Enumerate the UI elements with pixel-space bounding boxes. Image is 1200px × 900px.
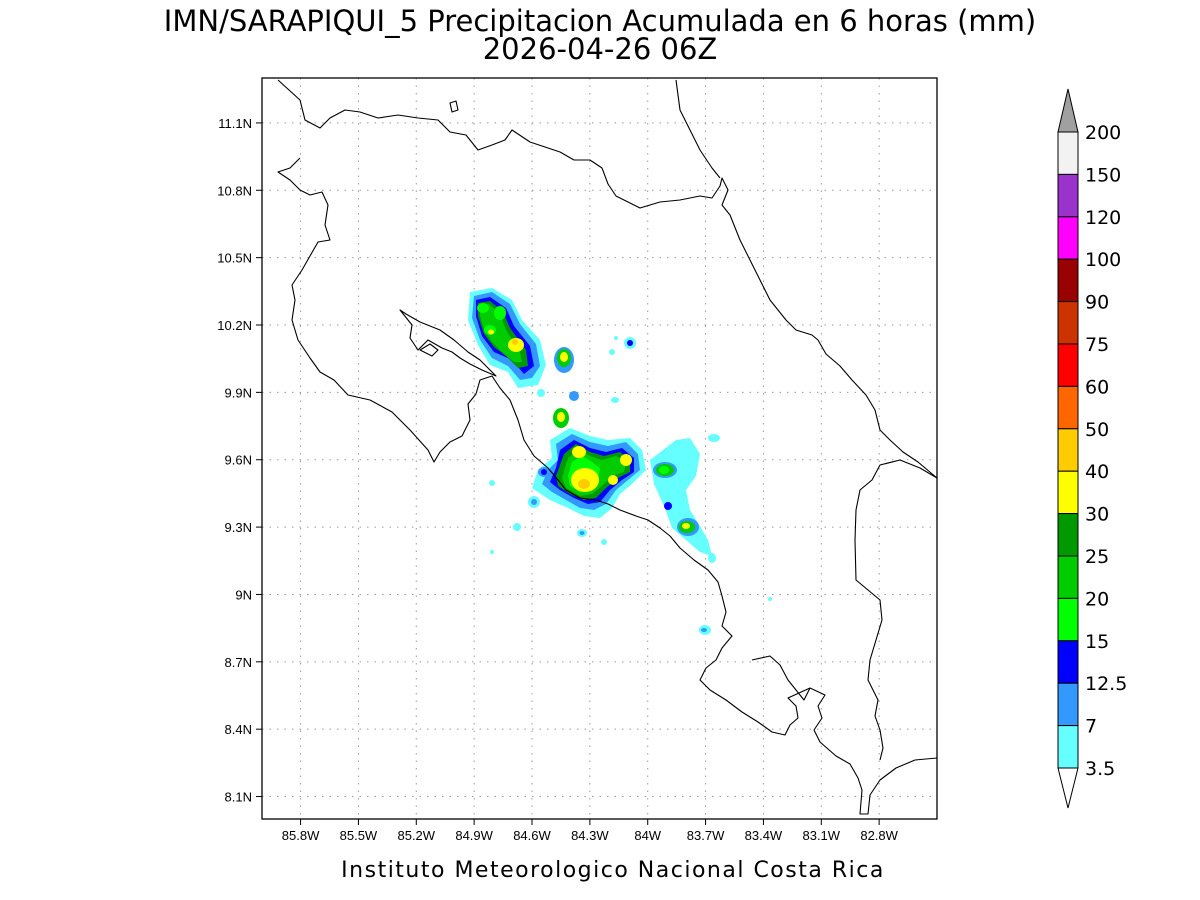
lat-tick-label: 8.1N [225,790,252,805]
lake-nicaragua-island [449,100,459,113]
colorbar-box [1057,725,1079,769]
lon-tick-label: 84.3W [571,828,609,843]
colorbar-label: 150 [1085,164,1121,186]
lat-tick-label: 9.3N [225,520,252,535]
footer-credit: Instituto Meteorologico Nacional Costa R… [341,858,885,883]
precip-scattered-cells [489,336,772,635]
lon-tick-label: 85.2W [397,828,435,843]
colorbar-box [1057,640,1079,684]
colorbar-label: 25 [1085,546,1109,568]
precip-cluster-southeast [650,434,720,556]
colorbar-box [1057,597,1079,642]
colorbar-under-arrow [1057,767,1079,809]
colorbar-boxes [1057,131,1079,769]
lon-tick-label: 85.8W [282,828,320,843]
colorbar-label: 75 [1085,334,1109,356]
gulf-nicoya [399,309,497,377]
colorbar-labels: 200 150 120 100 90 75 60 50 40 30 25 20 15 12.5 7 3.5 [1085,122,1127,780]
colorbar-box [1057,301,1079,345]
lat-tick-label: 10.5N [217,251,252,266]
lon-tick-label: 84W [634,828,661,843]
lon-tick-label: 82.8W [860,828,898,843]
nicaragua-coast [277,79,938,479]
colorbar-box [1057,513,1079,557]
lat-tick-label: 8.4N [225,722,252,737]
lon-tick-label: 83.7W [687,828,725,843]
lat-tick-label: 11.1N [218,116,252,131]
colorbar-box [1057,343,1079,387]
colorbar-box [1057,385,1079,430]
colorbar-over-arrow [1057,88,1079,133]
lat-tick-label: 9N [235,587,252,602]
colorbar: 200 150 120 100 90 75 60 50 40 30 25 20 15 12.5 7 3.5 [1057,88,1127,809]
precip-cluster-central [532,347,646,518]
lon-tick-label: 84.6W [513,828,551,843]
precip-cluster-northwest [468,288,546,388]
lat-tick-label: 10.8N [217,183,252,198]
colorbar-label: 15 [1085,631,1109,653]
map-subtitle: 2026-04-26 06Z [483,32,718,66]
longitude-labels: 85.8W 85.5W 85.2W 84.9W 84.6W 84.3W 84W 83.7W 83… [282,828,899,843]
colorbar-label: 50 [1085,419,1109,441]
colorbar-label: 20 [1085,588,1109,610]
lon-tick-label: 85.5W [340,828,378,843]
colorbar-box [1057,470,1079,515]
nicoya-island [419,343,439,357]
colorbar-label: 100 [1085,249,1121,271]
colorbar-box [1057,131,1079,175]
colorbar-box [1057,258,1079,303]
colorbar-label: 7 [1085,716,1097,738]
axis-ticks [256,122,880,825]
lat-tick-label: 9.6N [225,453,252,468]
precipitation-field [468,288,772,635]
colorbar-box [1057,428,1079,472]
colorbar-box [1057,682,1079,727]
map-frame [261,77,938,820]
lon-tick-label: 84.9W [455,828,493,843]
map-title: IMN/SARAPIQUI_5 Precipitacion Acumulada … [164,4,1036,38]
latitude-labels: 11.1N 10.8N 10.5N 10.2N 9.9N 9.6N 9.3N 9N 8.7N 8.… [217,116,252,805]
panama-border [854,459,938,761]
colorbar-label: 12.5 [1085,673,1127,695]
coastlines-and-borders [277,79,938,815]
colorbar-label: 3.5 [1085,758,1115,780]
colorbar-label: 200 [1085,122,1121,144]
map-gridlines [262,78,937,819]
lon-tick-label: 83.1W [802,828,840,843]
colorbar-label: 30 [1085,504,1109,526]
osa-peninsula [751,655,811,701]
colorbar-label: 60 [1085,376,1109,398]
colorbar-box [1057,555,1079,599]
colorbar-label: 120 [1085,207,1121,229]
colorbar-box [1057,216,1079,260]
lon-tick-label: 83.4W [745,828,783,843]
colorbar-box [1057,173,1079,218]
north-coast-top [675,79,721,179]
lat-tick-label: 9.9N [225,385,252,400]
lat-tick-label: 10.2N [217,318,252,333]
lat-tick-label: 8.7N [225,655,252,670]
pacific-coast [277,157,938,815]
colorbar-label: 90 [1085,292,1109,314]
colorbar-label: 40 [1085,461,1109,483]
